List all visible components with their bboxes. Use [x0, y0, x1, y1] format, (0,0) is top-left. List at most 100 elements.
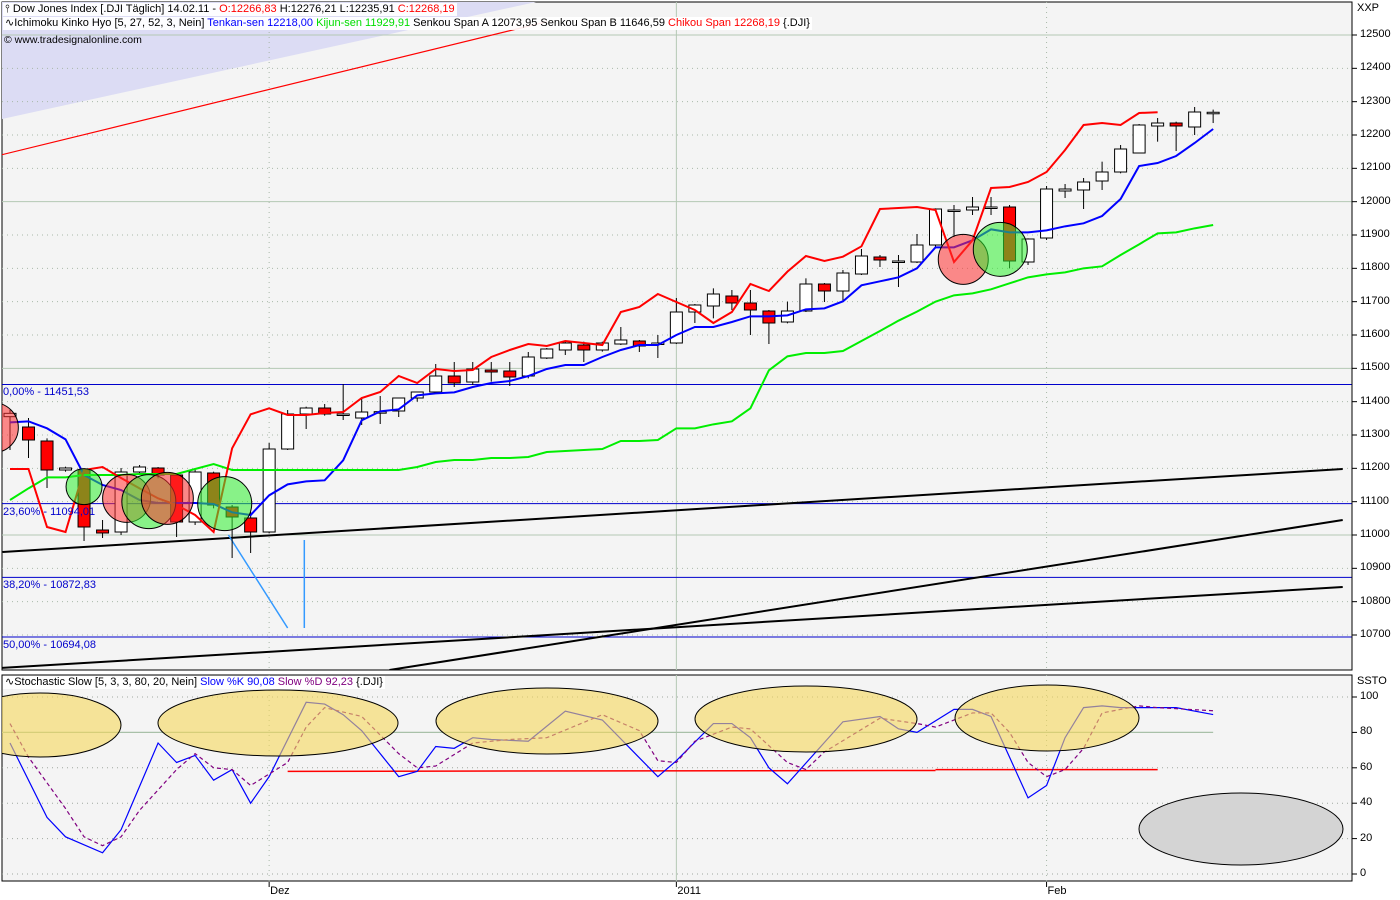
candle	[1151, 118, 1165, 142]
candle-body	[1058, 188, 1072, 192]
candle-body	[96, 529, 110, 534]
series-kijun-sen	[9, 224, 1214, 501]
candle	[40, 438, 54, 488]
candle	[1206, 109, 1220, 124]
y-tick-label: 12000	[1360, 194, 1391, 207]
candle	[540, 348, 554, 359]
y-tick-label: 10700	[1360, 628, 1391, 640]
candle-body	[1114, 148, 1128, 173]
candle	[706, 288, 720, 319]
candle-body	[854, 255, 868, 275]
gray-ellipse	[1138, 792, 1344, 866]
fib-label: 0,00% - 11451,53	[3, 386, 90, 399]
candle-body	[244, 517, 258, 533]
candle-body	[577, 344, 591, 351]
line-indicator-icon: ∿	[5, 17, 15, 29]
candle-body	[836, 272, 850, 292]
slow-k-legend: Slow %K 90,08	[200, 676, 275, 688]
buy-signal-circle	[65, 468, 103, 506]
y-tick-label: 11900	[1360, 228, 1390, 240]
candle-body	[947, 209, 961, 212]
open-value: O:12266,83	[219, 3, 277, 15]
candle	[22, 418, 36, 458]
y-tick-label: 11500	[1360, 361, 1390, 374]
candle-body	[1151, 122, 1165, 127]
candle-body	[891, 260, 905, 263]
y-tick-label: 12500	[1360, 28, 1391, 40]
buy-signal-circle	[972, 221, 1028, 277]
overbought-ellipse	[2, 692, 122, 758]
candle-body	[873, 256, 887, 261]
candle	[466, 362, 480, 385]
overbought-ellipse	[157, 689, 399, 757]
candle-body	[706, 293, 720, 307]
candle	[577, 341, 591, 362]
candle	[947, 205, 961, 237]
y-tick-label: 11800	[1360, 261, 1390, 274]
candle	[817, 283, 831, 302]
candle-body	[1206, 111, 1220, 115]
y-tick-label: 11700	[1360, 294, 1390, 307]
price-header: ⫯ Dow Jones Index [.DJI Täglich] 14.02.1…	[3, 3, 457, 16]
fib-label: 50,00% - 10694,08	[3, 638, 96, 651]
close-value: C:12268,19	[397, 3, 455, 15]
x-tick-label: Feb	[1047, 885, 1067, 897]
y-tick-label: 10800	[1360, 594, 1391, 607]
candle	[743, 290, 757, 335]
candle-body	[1077, 181, 1091, 191]
candle	[966, 197, 980, 215]
y-tick-label: 12200	[1360, 128, 1391, 140]
line-indicator-icon: ∿	[5, 676, 15, 688]
overbought-ellipse	[694, 685, 918, 753]
candle	[96, 520, 110, 538]
candle	[891, 255, 905, 287]
candle	[614, 327, 628, 345]
candle-body	[669, 311, 683, 344]
candle	[669, 298, 683, 344]
tenkan-legend: Tenkan-sen 12218,00	[207, 17, 314, 29]
candle	[854, 249, 868, 275]
candle	[336, 384, 350, 420]
y-tick-label: 12100	[1360, 161, 1391, 174]
candle	[558, 341, 572, 355]
y-tick-label: 12300	[1360, 94, 1391, 107]
stoch-support-line	[287, 769, 936, 773]
candle	[1169, 121, 1183, 151]
ichimoku-header: ∿Ichimoku Kinko Hyo [5, 27, 52, 3, Nein]…	[3, 17, 812, 30]
candle-body	[984, 206, 998, 209]
candle-body	[688, 304, 702, 313]
fib-label: 38,20% - 10872,83	[3, 579, 96, 592]
sell-signal-circle	[2, 403, 19, 452]
candle-body	[929, 208, 942, 246]
x-tick-label: Dez	[270, 885, 290, 897]
candle-body	[1040, 188, 1054, 239]
y-tick-label: 11600	[1360, 328, 1390, 340]
sell-signal-circle	[140, 471, 194, 525]
candle	[1058, 184, 1072, 198]
stoch-y-tick-label: 40	[1360, 796, 1373, 809]
senkou-legend: Senkou Span A 12073,95 Senkou Span B 116…	[413, 17, 665, 29]
ichimoku-label: Ichimoku Kinko Hyo [5, 27, 52, 3, Nein]	[14, 17, 205, 29]
y-tick-label: 12400	[1360, 61, 1391, 74]
trendline-0	[2, 468, 1343, 553]
candle-body	[40, 440, 54, 471]
candlestick-icon: ⫯	[5, 3, 10, 15]
candle-body	[558, 342, 572, 351]
candle-body	[484, 369, 498, 373]
stoch-y-tick-label: 0	[1360, 867, 1367, 879]
overbought-ellipse	[435, 687, 659, 755]
candle-body	[59, 467, 73, 471]
overbought-ellipse	[954, 684, 1140, 752]
candle-body	[799, 283, 813, 312]
candle	[1040, 186, 1054, 240]
fib-label: 23,60% - 11094,01	[3, 505, 96, 518]
candle	[244, 512, 258, 553]
stochastic-label: Stochastic Slow [5, 3, 3, 80, 20, Nein]	[14, 676, 198, 688]
buy-signal-circle	[197, 476, 253, 532]
candle	[836, 270, 850, 302]
candle	[1077, 178, 1091, 209]
candle-body	[966, 206, 980, 211]
kijun-legend: Kijun-sen 11929,91	[316, 17, 411, 29]
y-tick-label: 11300	[1360, 428, 1390, 440]
